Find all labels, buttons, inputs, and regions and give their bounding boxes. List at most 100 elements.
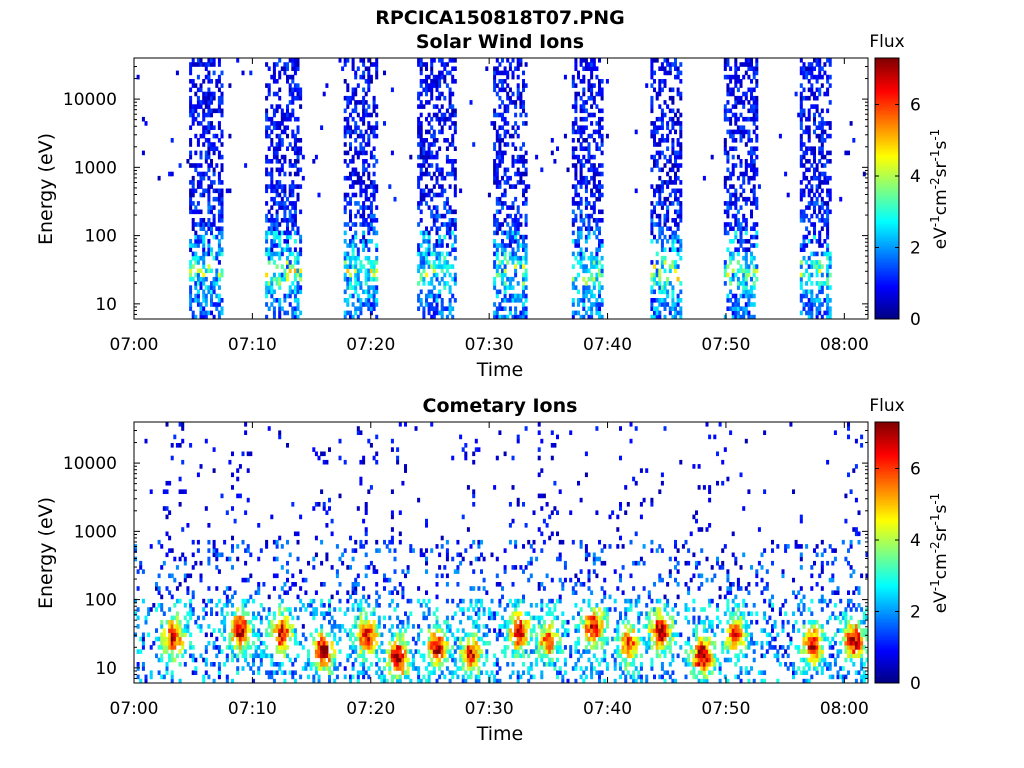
heatmap-cell xyxy=(574,188,578,194)
heatmap-cell xyxy=(349,264,353,269)
heatmap-cell xyxy=(736,239,740,244)
heatmap-cell xyxy=(267,619,271,625)
heatmap-cell xyxy=(369,649,373,654)
heatmap-cell xyxy=(734,222,738,227)
heatmap-cell xyxy=(207,62,211,67)
heatmap-cell xyxy=(503,218,507,223)
heatmap-cell xyxy=(168,510,172,516)
heatmap-cell xyxy=(813,209,817,215)
heatmap-cell xyxy=(419,243,423,248)
heatmap-cell xyxy=(501,175,505,181)
heatmap-cell xyxy=(377,666,381,671)
y-tick-label: 1000 xyxy=(74,158,117,178)
heatmap-cell xyxy=(359,662,363,667)
heatmap-cell xyxy=(674,188,678,194)
heatmap-cell xyxy=(650,213,654,219)
heatmap-cell xyxy=(157,590,161,596)
heatmap-cell xyxy=(354,582,358,587)
heatmap-cell xyxy=(810,201,814,206)
heatmap-cell xyxy=(815,133,819,139)
heatmap-cell xyxy=(333,624,337,629)
heatmap-cell xyxy=(422,142,426,147)
heatmap-cell xyxy=(170,636,174,642)
heatmap-cell xyxy=(668,192,672,198)
heatmap-cell xyxy=(818,268,822,274)
heatmap-cell xyxy=(398,632,402,638)
heatmap-cell xyxy=(144,678,148,684)
heatmap-cell xyxy=(506,121,510,126)
heatmap-cell xyxy=(270,213,274,219)
heatmap-cell xyxy=(367,142,371,147)
heatmap-cell xyxy=(291,573,295,579)
heatmap-cell xyxy=(495,306,499,312)
heatmap-cell xyxy=(346,116,350,122)
heatmap-cell xyxy=(293,87,297,93)
colorbar-segment xyxy=(875,262,899,266)
heatmap-cell xyxy=(199,192,203,198)
heatmap-cell xyxy=(196,255,200,261)
heatmap-cell xyxy=(362,213,366,219)
heatmap-cell xyxy=(739,281,743,286)
heatmap-cell xyxy=(563,74,567,80)
heatmap-cell xyxy=(233,615,237,621)
heatmap-cell xyxy=(726,293,730,299)
heatmap-cell xyxy=(676,87,680,93)
heatmap-cell xyxy=(388,615,392,621)
heatmap-cell xyxy=(272,188,276,194)
heatmap-cell xyxy=(356,293,360,299)
heatmap-cell xyxy=(752,293,756,299)
heatmap-cell xyxy=(220,95,224,101)
heatmap-cell xyxy=(744,62,748,67)
heatmap-cell xyxy=(805,213,809,219)
heatmap-cell xyxy=(587,159,591,164)
heatmap-cell xyxy=(587,218,591,223)
heatmap-cell xyxy=(152,603,156,608)
heatmap-cell xyxy=(451,91,455,97)
heatmap-cell xyxy=(367,163,371,168)
heatmap-cell xyxy=(288,234,292,240)
heatmap-cell xyxy=(438,234,442,240)
heatmap-cell xyxy=(495,268,499,274)
heatmap-cell xyxy=(354,150,358,156)
heatmap-cell xyxy=(755,112,759,118)
heatmap-cell xyxy=(826,79,830,84)
heatmap-cell xyxy=(204,62,208,67)
heatmap-cell xyxy=(330,657,334,663)
heatmap-cell xyxy=(723,175,727,181)
heatmap-cell xyxy=(265,167,269,173)
heatmap-cell xyxy=(170,615,174,621)
heatmap-cell xyxy=(587,83,591,88)
heatmap-cell xyxy=(501,314,505,320)
heatmap-cell xyxy=(501,154,505,160)
heatmap-cell xyxy=(448,125,452,131)
heatmap-cell xyxy=(493,167,497,173)
heatmap-cell xyxy=(259,662,263,667)
heatmap-cell xyxy=(217,670,221,676)
heatmap-cell xyxy=(799,95,803,101)
heatmap-cell xyxy=(595,188,599,194)
heatmap-cell xyxy=(419,192,423,198)
heatmap-cell xyxy=(210,298,214,303)
heatmap-cell xyxy=(799,66,803,72)
heatmap-cell xyxy=(160,632,164,638)
heatmap-cell xyxy=(805,116,809,122)
heatmap-cell xyxy=(810,87,814,93)
heatmap-cell xyxy=(398,678,402,684)
heatmap-cell xyxy=(582,222,586,227)
heatmap-cell xyxy=(508,62,512,67)
heatmap-cell xyxy=(338,438,342,444)
heatmap-cell xyxy=(320,632,324,638)
heatmap-cell xyxy=(674,306,678,312)
heatmap-cell xyxy=(286,264,290,269)
heatmap-cell xyxy=(202,116,206,122)
heatmap-cell xyxy=(202,175,206,181)
heatmap-cell xyxy=(372,264,376,269)
heatmap-cell xyxy=(233,628,237,633)
heatmap-cell xyxy=(317,645,321,650)
heatmap-cell xyxy=(663,260,667,265)
heatmap-cell xyxy=(354,167,358,173)
heatmap-cell xyxy=(508,87,512,93)
heatmap-cell xyxy=(272,260,276,265)
heatmap-cell xyxy=(650,314,654,320)
heatmap-cell xyxy=(212,180,216,185)
